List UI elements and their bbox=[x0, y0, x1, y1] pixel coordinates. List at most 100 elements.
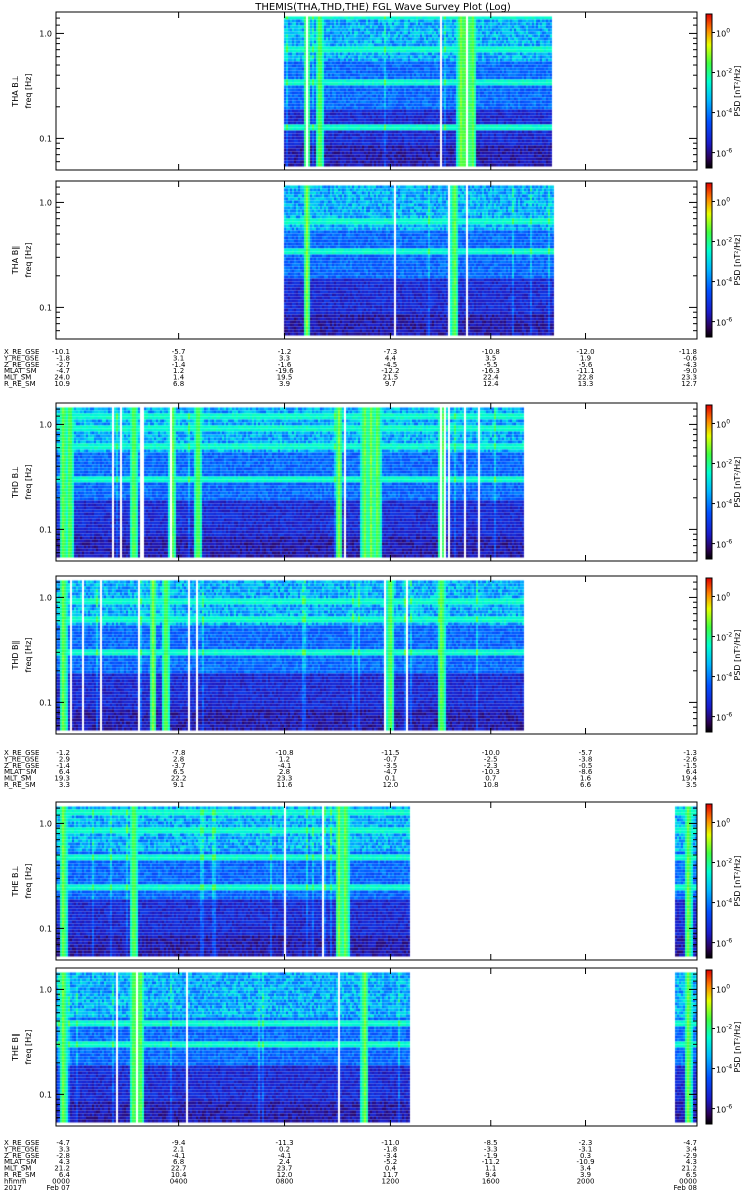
ephemeris-value: -4.7 bbox=[56, 367, 70, 375]
ephemeris-value: 6.5 bbox=[173, 768, 184, 776]
spectrogram-canvas bbox=[56, 802, 697, 960]
colorbar-tick-exponent: 0 bbox=[726, 983, 730, 990]
ephemeris-value: 3.4 bbox=[580, 1165, 592, 1173]
colorbar-tick-label: 10-6 bbox=[716, 539, 732, 550]
colorbar-tick-exponent: -6 bbox=[726, 712, 732, 719]
spectrogram-heatmap bbox=[56, 12, 697, 170]
ephemeris-row-label: X_RE_GSE bbox=[4, 749, 39, 757]
colorbar-tick-label: 10-4 bbox=[716, 1064, 732, 1075]
ephemeris-row-label: MLAT_SM bbox=[4, 367, 37, 375]
ephemeris-value: 23.3 bbox=[277, 775, 293, 783]
ephemeris-value: 21.5 bbox=[383, 374, 399, 382]
colorbar bbox=[705, 13, 713, 169]
ephemeris-row-label: R_RE_SM bbox=[4, 380, 36, 388]
colorbar-tick-exponent: -6 bbox=[726, 317, 732, 324]
date-tick-label: Feb 07 bbox=[46, 1184, 70, 1192]
ephemeris-value: -3.5 bbox=[384, 762, 398, 770]
ephemeris-value: 22.4 bbox=[483, 374, 499, 382]
y-tick-label: 1.0 bbox=[39, 420, 52, 429]
colorbar-tick-label: 10-2 bbox=[716, 68, 732, 79]
ephemeris-value: 22.8 bbox=[578, 374, 594, 382]
ephemeris-value: -3.8 bbox=[579, 755, 593, 763]
ephemeris-value: -2.8 bbox=[56, 1152, 70, 1160]
colorbar-tick-label: 10-6 bbox=[716, 712, 732, 723]
ephemeris-value: -2.7 bbox=[56, 361, 70, 369]
y-tick-label: 1.0 bbox=[39, 198, 52, 207]
ephemeris-value: 2.4 bbox=[279, 1158, 291, 1166]
time-tick-label: 1600 bbox=[482, 1177, 500, 1185]
y-tick-label: 1.0 bbox=[39, 29, 52, 38]
ephemeris-value: -0.5 bbox=[579, 762, 593, 770]
colorbar-tick-label: 10-2 bbox=[716, 632, 732, 643]
colorbar-tick-label: 10-6 bbox=[716, 1104, 732, 1115]
ephemeris-value: 3.5 bbox=[686, 781, 697, 789]
y-axis-label-units: freq [Hz] bbox=[24, 1030, 33, 1065]
ephemeris-value: 1.2 bbox=[173, 367, 184, 375]
ephemeris-value: 24.0 bbox=[54, 374, 70, 382]
ephemeris-row-label: R_RE_SM bbox=[4, 1171, 36, 1179]
ephemeris-row-label: Z_RE_GSE bbox=[4, 361, 39, 369]
ephemeris-row-label: Z_RE_GSE bbox=[4, 1152, 39, 1160]
ephemeris-value: 22.7 bbox=[171, 1165, 187, 1173]
colorbar-tick-label: 10-6 bbox=[716, 938, 732, 949]
ephemeris-value: 0.2 bbox=[279, 1145, 290, 1153]
colorbar-tick-exponent: -4 bbox=[726, 108, 732, 115]
ephemeris-value: -9.4 bbox=[172, 1139, 186, 1147]
colorbar-label: PSD [nT²/Hz] bbox=[733, 856, 742, 907]
ephemeris-value: 4.3 bbox=[686, 1158, 697, 1166]
ephemeris-value: -4.3 bbox=[683, 361, 697, 369]
ephemeris-value: 10.8 bbox=[483, 781, 499, 789]
colorbar-tick-exponent: -4 bbox=[726, 1064, 732, 1071]
ephemeris-value: -5.7 bbox=[172, 348, 186, 356]
ephemeris-value: 6.8 bbox=[173, 380, 184, 388]
ephemeris-value: -4.7 bbox=[384, 768, 398, 776]
colorbar-tick-exponent: 0 bbox=[726, 817, 730, 824]
ephemeris-value: -1.3 bbox=[683, 749, 697, 757]
colorbar bbox=[705, 404, 713, 560]
colorbar-tick-label: 10-2 bbox=[716, 237, 732, 248]
time-tick-label: 0000 bbox=[679, 1177, 697, 1185]
ephemeris-value: 12.7 bbox=[681, 380, 697, 388]
spectrogram-canvas bbox=[56, 968, 697, 1126]
ephemeris-value: -4.1 bbox=[278, 762, 292, 770]
y-tick-label: 0.1 bbox=[39, 924, 52, 933]
ephemeris-value: 4.4 bbox=[385, 354, 397, 362]
time-tick-label: 0400 bbox=[170, 1177, 188, 1185]
ephemeris-value: -11.3 bbox=[275, 1139, 293, 1147]
panel-frame bbox=[55, 575, 698, 735]
colorbar-tick-exponent: -2 bbox=[726, 858, 732, 865]
y-axis-label-units: freq [Hz] bbox=[24, 864, 33, 899]
colorbar-tick-exponent: -2 bbox=[726, 632, 732, 639]
ephemeris-value: 10.4 bbox=[171, 1171, 187, 1179]
ephemeris-value: -2.3 bbox=[484, 762, 498, 770]
colorbar-tick-exponent: -2 bbox=[726, 68, 732, 75]
ephemeris-value: -8.5 bbox=[484, 1139, 498, 1147]
colorbar-tick-exponent: 0 bbox=[726, 418, 730, 425]
ephemeris-value: -19.6 bbox=[275, 367, 294, 375]
ephemeris-value: 22.2 bbox=[171, 775, 187, 783]
colorbar-tick-exponent: -2 bbox=[726, 237, 732, 244]
colorbar-tick-label: 10-6 bbox=[716, 148, 732, 159]
panel-tha-bperp: 0.1 1.0 THA B⊥ freq [Hz] 100 10-2 10-4 10-6 PSD … bbox=[11, 11, 742, 171]
colorbar-tick-exponent: 0 bbox=[726, 196, 730, 203]
colorbar-label: PSD [nT²/Hz] bbox=[733, 630, 742, 681]
panel-the-bpar: 0.1 1.0 THE B∥ freq [Hz] 100 10-2 10-4 10-6 PSD … bbox=[11, 967, 742, 1127]
ephemeris-value: -1.6 bbox=[278, 361, 292, 369]
ephemeris-value: 11.7 bbox=[383, 1171, 399, 1179]
ephemeris-value: 1.6 bbox=[580, 775, 592, 783]
spectrogram-heatmap bbox=[56, 968, 697, 1126]
ephemeris-value: 3.9 bbox=[580, 1171, 591, 1179]
ephemeris-value: 1.9 bbox=[580, 354, 591, 362]
ephemeris-value: -2.5 bbox=[484, 755, 498, 763]
colorbar-tick-label: 10-2 bbox=[716, 459, 732, 470]
ephemeris-value: -11.2 bbox=[482, 1158, 500, 1166]
spectrogram-canvas bbox=[56, 576, 697, 734]
y-tick-label: 1.0 bbox=[39, 819, 52, 828]
ephemeris-value: 4.3 bbox=[59, 1158, 70, 1166]
panel-tha-bpar: 0.1 1.0 THA B∥ freq [Hz] 100 10-2 10-4 10-6 PSD … bbox=[11, 180, 742, 340]
colorbar-tick-exponent: -2 bbox=[726, 459, 732, 466]
panel-frame bbox=[55, 180, 698, 340]
y-axis-label-probe: THE B⊥ bbox=[11, 865, 20, 897]
